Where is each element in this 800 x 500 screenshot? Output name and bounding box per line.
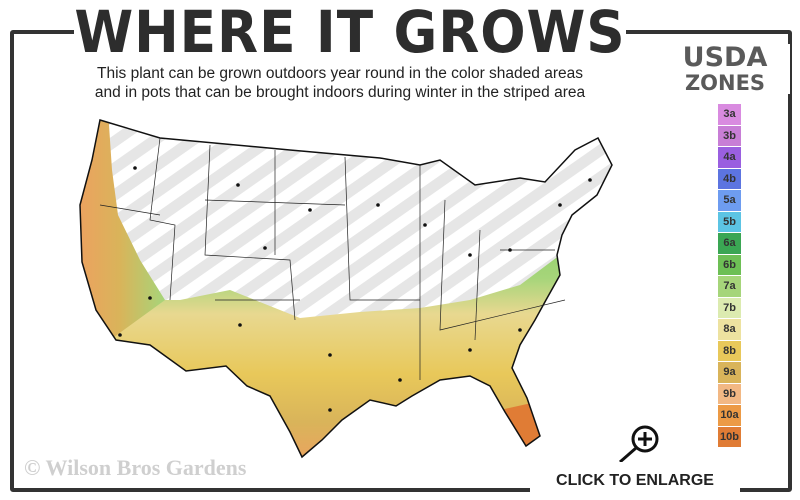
click-to-enlarge-button[interactable]: CLICK TO ENLARGE	[530, 462, 740, 500]
legend-zone-8a: 8a	[718, 319, 741, 340]
legend-zone-4b: 4b	[718, 168, 741, 189]
state-borders	[99, 137, 566, 380]
legend-title-usda: USDA	[682, 42, 768, 73]
legend-zone-7a: 7a	[718, 276, 741, 297]
legend-zone-9b: 9b	[718, 383, 741, 404]
legend-zone-3a: 3a	[718, 104, 741, 125]
legend-zone-6b: 6b	[718, 254, 741, 275]
page-title: WHERE IT GROWS	[74, 0, 626, 66]
legend-title-zones: ZONES	[684, 71, 766, 95]
legend-zone-9a: 9a	[718, 362, 741, 383]
legend-zone-5b: 5b	[718, 211, 741, 232]
subtitle-line-1: This plant can be grown outdoors year ro…	[97, 65, 583, 82]
legend-zone-6a: 6a	[718, 233, 741, 254]
legend-zone-3b: 3b	[718, 125, 741, 146]
outdoor-zone-west-coast	[80, 120, 165, 340]
legend-zone-10b: 10b	[718, 426, 741, 447]
zoom-in-magnifier-icon[interactable]	[615, 422, 665, 464]
subtitle: This plant can be grown outdoors year ro…	[40, 64, 640, 102]
subtitle-line-2: and in pots that can be brought indoors …	[94, 84, 586, 101]
legend-zone-7b: 7b	[718, 297, 741, 318]
legend-zone-4a: 4a	[718, 147, 741, 168]
city-markers	[118, 166, 592, 412]
legend-title: USDA ZONES	[660, 44, 790, 94]
legend-zone-5a: 5a	[718, 190, 741, 211]
zone-legend: 3a 3b 4a 4b 5a 5b 6a 6b 7a 7b 8a 8b 9a 9b 10a 10b	[718, 104, 741, 448]
legend-zone-10a: 10a	[718, 405, 741, 426]
legend-zone-8b: 8b	[718, 340, 741, 361]
copyright-watermark: © Wilson Bros Gardens	[24, 455, 247, 480]
